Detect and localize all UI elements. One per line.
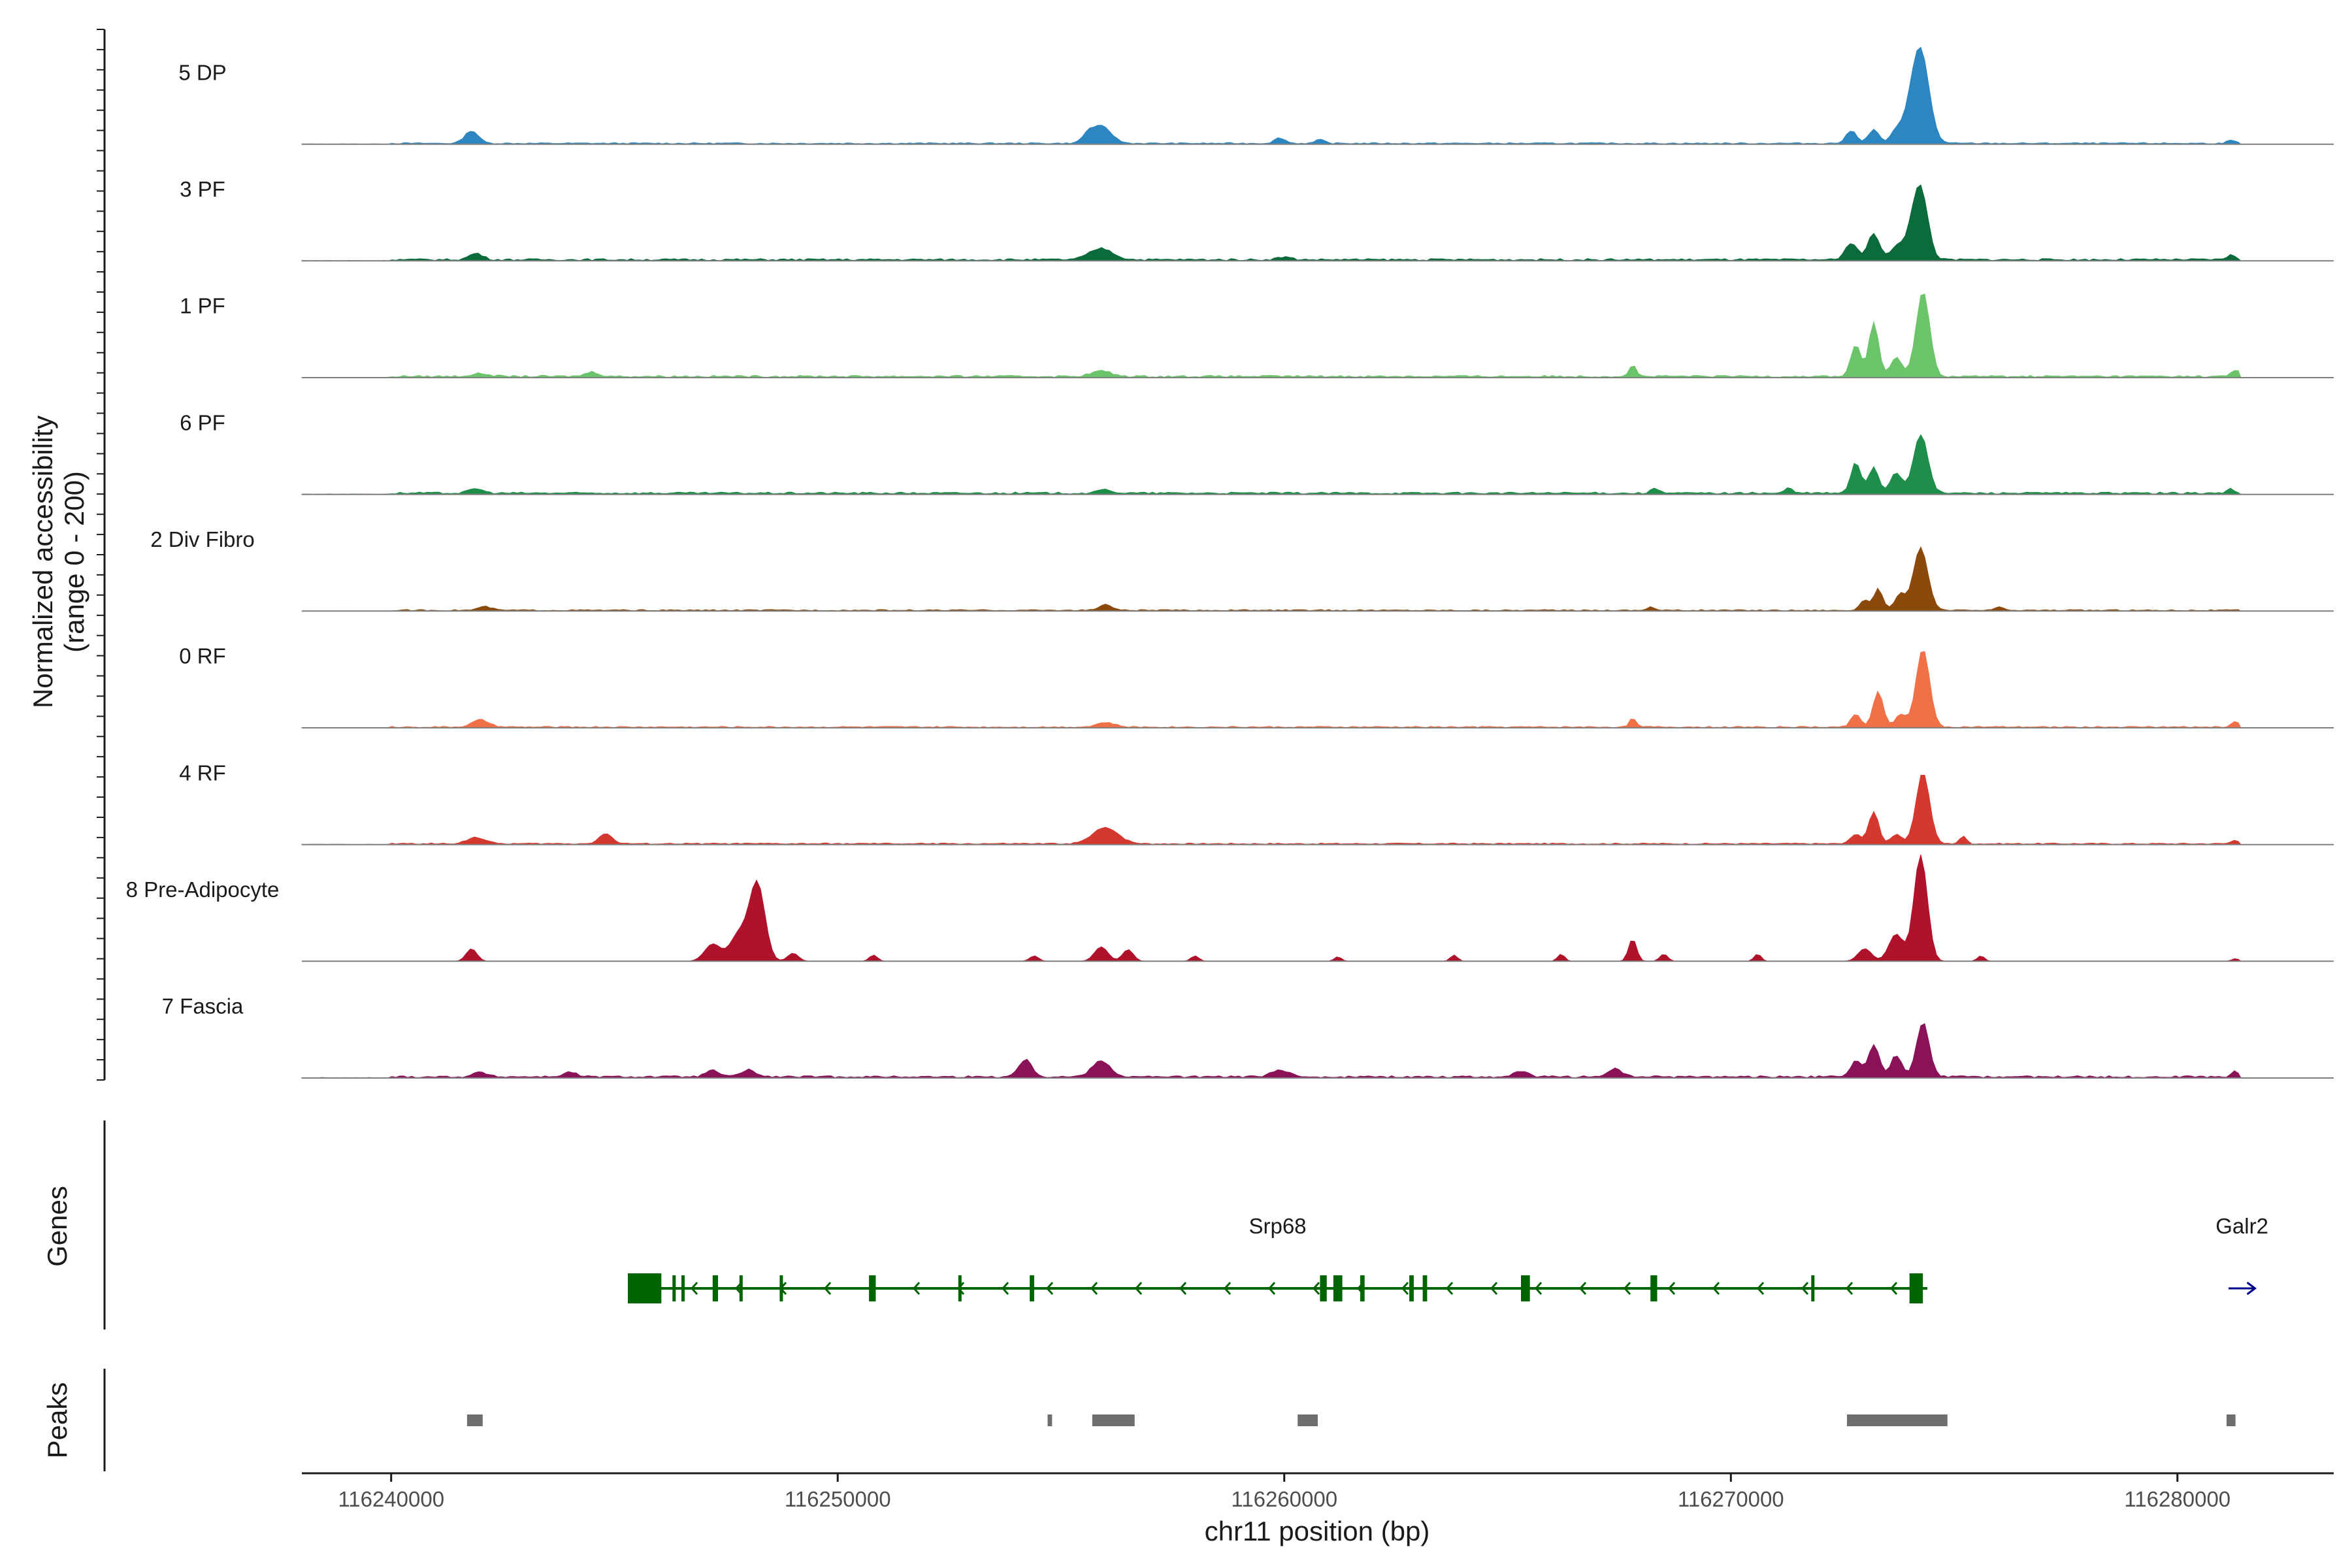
coverage-track: 1 PF [180,293,2334,378]
coverage-track: 7 Fascia [162,994,2334,1079]
track-label: 7 Fascia [162,994,244,1019]
strand-arrow [1578,1282,1587,1295]
strand-arrow [1756,1282,1765,1295]
exon [681,1275,685,1301]
strand-arrow [1623,1282,1631,1295]
exon [672,1275,676,1301]
x-tick-label: 116250000 [785,1487,891,1511]
coverage-track: 0 RF [179,644,2334,728]
coverage-track: 4 RF [179,760,2334,845]
strand-arrow [1889,1282,1898,1295]
coverage-area [301,774,2242,845]
exon [1909,1273,1923,1303]
coverage-area [301,46,2242,145]
strand-arrow [2246,1281,2257,1296]
x-tick-label: 116280000 [2124,1487,2230,1511]
strand-arrow [1401,1282,1409,1295]
peak-region [1092,1414,1135,1426]
strand-arrow [1712,1282,1720,1295]
track-label: 6 PF [180,410,225,434]
strand-arrow [1312,1282,1320,1295]
strand-arrow [1801,1282,1809,1295]
strand-arrow [690,1282,698,1295]
exon [712,1275,718,1301]
coverage-tracks: 5 DP 3 PF 1 PF 6 PF 2 Div Fibro 0 RF 4 RF 8 Pre… [126,46,2334,1079]
exon [739,1275,743,1301]
track-label: 8 Pre-Adipocyte [126,877,280,902]
genes-track-title: Genes [42,1186,73,1267]
strand-arrow [1667,1282,1676,1295]
strand-arrow [1134,1282,1143,1295]
track-label: 2 Div Fibro [150,527,255,551]
exon [1521,1275,1530,1301]
peak-region [1847,1414,1948,1426]
track-label: 0 RF [179,644,226,668]
coverage-area [301,546,2242,612]
y-axis-title: Normalized accessibility [27,416,58,708]
coverage-area [301,1023,2242,1079]
exon [779,1275,783,1301]
coverage-track: 5 DP [178,46,2334,145]
strand-arrow [912,1282,921,1295]
coverage-track: 3 PF [180,177,2334,262]
strand-arrow [1179,1282,1187,1295]
strand-arrow [823,1282,832,1295]
exon [1333,1275,1343,1301]
coverage-area [301,651,2242,728]
x-tick-label: 116260000 [1231,1487,1337,1511]
x-tick-label: 116240000 [338,1487,444,1511]
coverage-area [301,184,2242,261]
strand-arrow [1845,1282,1854,1295]
exon [1422,1275,1428,1301]
peaks-track-title: Peaks [42,1382,73,1459]
x-axis-ticks: 116240000 116250000 116260000 116270000 1162… [338,1473,2230,1511]
peak-region [2227,1414,2236,1426]
coverage-track: 2 Div Fibro [150,527,2334,612]
x-axis-title: chr11 position (bp) [1205,1516,1430,1546]
exon [1030,1275,1034,1301]
gene-model: Srp68 [628,1214,1927,1303]
exon [1811,1275,1815,1301]
coverage-area [301,434,2242,495]
strand-arrow [1001,1282,1009,1295]
strand-arrow [1534,1282,1543,1295]
peak-region [1047,1414,1053,1426]
y-axis-subtitle: (range 0 - 200) [59,471,90,653]
peak-region [466,1414,483,1426]
coverage-area [301,293,2242,378]
track-label: 5 DP [178,60,226,84]
track-label: 4 RF [179,760,226,785]
strand-arrow [1045,1282,1054,1295]
coverage-track: 6 PF [180,410,2334,495]
track-label: 3 PF [180,177,225,201]
peak-region [1298,1414,1318,1426]
exon [958,1275,962,1301]
gene-label: Galr2 [2215,1214,2268,1238]
exon [869,1275,876,1301]
peak-regions [466,1414,2236,1426]
exon [1360,1275,1365,1301]
strand-arrow [1267,1282,1276,1295]
strand-arrow [1445,1282,1454,1295]
gene-label: Srp68 [1249,1214,1306,1238]
x-tick-label: 116270000 [1678,1487,1784,1511]
exon [1409,1275,1414,1301]
strand-arrow [1490,1282,1498,1295]
coverage-track: 8 Pre-Adipocyte [126,855,2334,962]
exon [1320,1275,1327,1301]
exon [628,1273,662,1303]
gene-annotations: Srp68 Galr2 [628,1214,2268,1303]
exon [1650,1275,1658,1301]
track-label: 1 PF [180,294,225,318]
strand-arrow [1090,1282,1098,1295]
coverage-y-axis-ticks [97,29,105,1081]
strand-arrow [1223,1282,1232,1295]
gene-model: Galr2 [2215,1214,2268,1296]
